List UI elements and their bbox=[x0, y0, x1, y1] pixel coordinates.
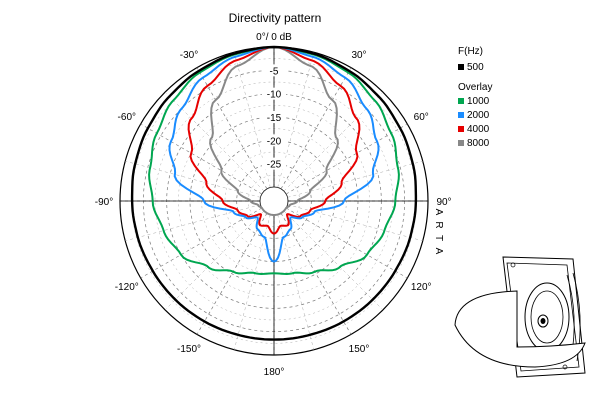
db-tick-label: -25 bbox=[267, 160, 282, 171]
legend-label: 8000 bbox=[467, 138, 490, 149]
db-tick-label: -10 bbox=[267, 90, 282, 101]
grid-spoke bbox=[285, 207, 408, 279]
legend-label: 1000 bbox=[467, 96, 490, 107]
legend: F(Hz) Overlay 500 1000 2000 4000 8000 bbox=[458, 46, 492, 149]
grid-spoke bbox=[233, 214, 271, 350]
legend-swatch bbox=[458, 112, 464, 118]
grid-spoke bbox=[277, 214, 315, 350]
grid-spoke bbox=[125, 204, 261, 242]
legend-swatch bbox=[458, 140, 464, 146]
watermark-letter: T bbox=[433, 235, 444, 241]
grid-spoke bbox=[277, 52, 315, 188]
legend-swatch bbox=[458, 126, 464, 132]
curves bbox=[130, 45, 418, 341]
legend-label: 2000 bbox=[467, 110, 490, 121]
angle-tick-label: -60° bbox=[118, 112, 136, 123]
legend-label: 500 bbox=[467, 62, 484, 73]
grid-spoke bbox=[196, 67, 268, 190]
grid-spoke bbox=[287, 204, 423, 242]
db-labels: -5 -10 -15 -20 -25 bbox=[262, 64, 286, 171]
angle-tick-label: 30° bbox=[351, 50, 366, 61]
angle-tick-label: 60° bbox=[414, 112, 429, 123]
angle-tick-label: -150° bbox=[177, 344, 201, 355]
grid-spoke bbox=[280, 67, 352, 190]
db-label-bg bbox=[262, 87, 286, 100]
legend-overlay-header: Overlay bbox=[458, 82, 492, 93]
legend-header: F(Hz) bbox=[458, 46, 483, 57]
grid-spoke bbox=[233, 52, 271, 188]
grid-spoke bbox=[285, 123, 408, 195]
db-tick-label: -15 bbox=[267, 113, 282, 124]
speaker-driver-drawing-icon bbox=[454, 256, 586, 378]
angle-tick-label: 150° bbox=[349, 344, 370, 355]
watermark-letter: A bbox=[433, 248, 444, 255]
angle-tick-label: 180° bbox=[264, 367, 285, 378]
db-tick-label: -5 bbox=[270, 66, 279, 77]
angle-tick-label: 90° bbox=[436, 197, 451, 208]
db-label-bg bbox=[262, 111, 286, 123]
grid-spoke bbox=[140, 123, 263, 195]
legend-swatch bbox=[458, 64, 464, 70]
legend-label: 4000 bbox=[467, 124, 490, 135]
grid-spoke bbox=[196, 212, 268, 335]
grid-spoke bbox=[125, 160, 261, 198]
db-label-bg bbox=[262, 157, 286, 170]
grid-spoke bbox=[164, 210, 265, 311]
grid-spoke bbox=[287, 160, 423, 198]
watermark-letter: R bbox=[433, 221, 444, 228]
grid-spoke bbox=[283, 210, 384, 311]
angle-labels: 30° 60° 90° 120° 150° 180° -150° -120° -90° -60° -… bbox=[95, 50, 452, 378]
db-label-bg bbox=[262, 64, 286, 77]
angle-tick-label: -90° bbox=[95, 197, 113, 208]
grid-spoke bbox=[140, 207, 263, 279]
db-label-bg bbox=[262, 134, 286, 147]
legend-swatch bbox=[458, 98, 464, 104]
grid-spoke bbox=[164, 91, 265, 192]
watermark-letter: A bbox=[433, 209, 444, 216]
angle-tick-label: -30° bbox=[180, 50, 198, 61]
top-db-label: 0°/ 0 dB bbox=[256, 32, 292, 43]
angle-tick-label: -120° bbox=[115, 282, 139, 293]
grid-spoke bbox=[280, 212, 352, 335]
grid-spoke bbox=[283, 91, 384, 192]
chart-title: Directivity pattern bbox=[229, 11, 322, 25]
db-tick-label: -20 bbox=[267, 136, 282, 147]
angle-tick-label: 120° bbox=[411, 282, 432, 293]
series-curve-500 bbox=[130, 45, 418, 341]
